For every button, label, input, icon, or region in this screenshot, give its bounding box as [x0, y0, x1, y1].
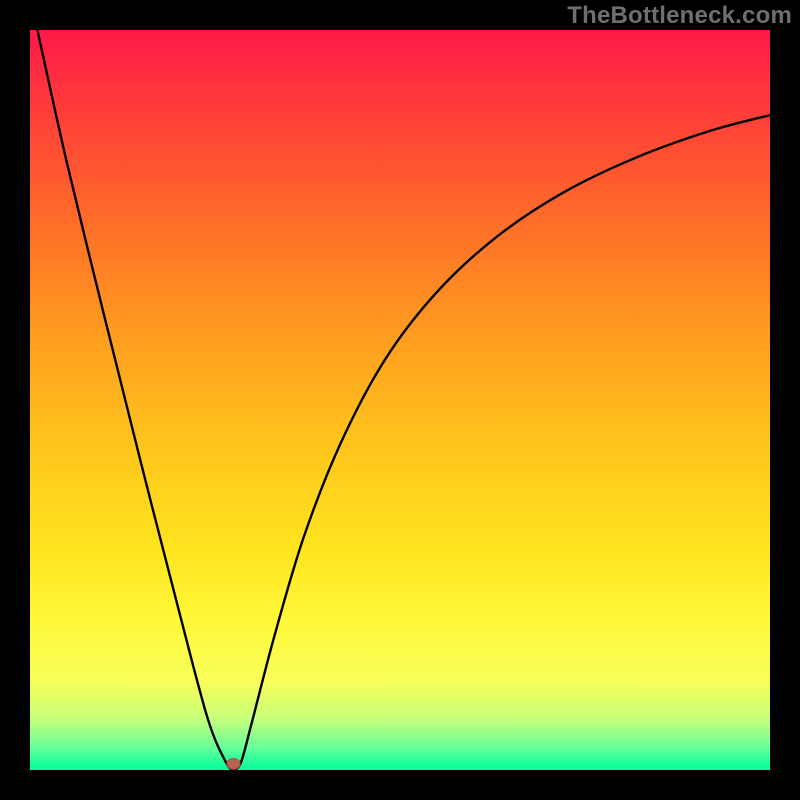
chart-container: TheBottleneck.com: [0, 0, 800, 800]
curve-layer: [30, 30, 770, 770]
minimum-marker-icon: [227, 759, 241, 770]
watermark-text: TheBottleneck.com: [567, 2, 792, 30]
plot-area: [30, 30, 770, 770]
bottleneck-curve: [37, 30, 770, 770]
